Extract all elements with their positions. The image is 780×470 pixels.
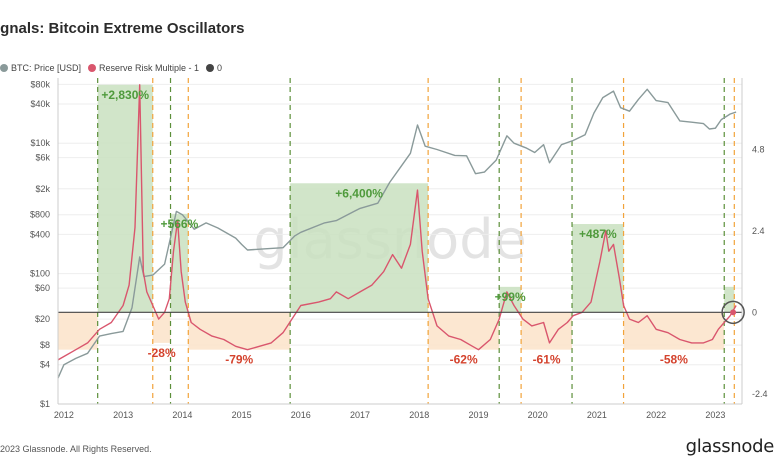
x-tick-2: 2014: [172, 410, 192, 420]
region-label-7: -28%: [148, 346, 176, 360]
region-label-8: -79%: [225, 353, 253, 367]
shaded-region-7: [152, 312, 171, 343]
y-right-tick-1: 2.4: [752, 226, 765, 236]
legend-item-zero[interactable]: 0: [206, 63, 222, 73]
x-tick-1: 2013: [113, 410, 133, 420]
current-marker-dot: [730, 309, 737, 316]
y-left-tick-4: $2k: [35, 184, 50, 194]
x-tick-4: 2016: [291, 410, 311, 420]
region-label-9: -62%: [450, 353, 478, 367]
shaded-region-11: [623, 312, 725, 350]
x-tick-8: 2020: [528, 410, 548, 420]
x-tick-0: 2012: [54, 410, 74, 420]
region-label-11: -58%: [660, 353, 688, 367]
shaded-region-9: [428, 312, 500, 350]
series-line-0: [57, 88, 737, 379]
region-label-1: +566%: [161, 217, 199, 231]
oscillator-chart: glassnode$80k$40k$10k$6k$2k$800$400$100$…: [30, 78, 768, 420]
y-left-tick-6: $400: [30, 229, 50, 239]
y-left-tick-0: $80k: [30, 79, 50, 89]
y-left-tick-10: $8: [40, 340, 50, 350]
y-left-tick-12: $1: [40, 399, 50, 409]
x-tick-3: 2015: [232, 410, 252, 420]
x-tick-5: 2017: [350, 410, 370, 420]
legend-swatch-price: [0, 64, 8, 72]
region-label-2: +6,400%: [335, 186, 383, 200]
y-left-tick-5: $800: [30, 210, 50, 220]
y-left-tick-9: $20: [35, 314, 50, 324]
region-label-10: -61%: [533, 353, 561, 367]
series-line-1: [57, 84, 737, 361]
x-tick-7: 2019: [468, 410, 488, 420]
legend-label-reserve-risk: Reserve Risk Multiple - 1: [99, 63, 200, 73]
legend-label-zero: 0: [217, 63, 223, 73]
legend-swatch-zero: [206, 64, 215, 72]
region-label-4: +487%: [579, 227, 617, 241]
y-right-tick-3: -2.4: [752, 389, 768, 399]
legend-swatch-reserve-risk: [88, 64, 97, 72]
region-label-3: +99%: [495, 290, 526, 304]
copyright-footer: 2023 Glassnode. All Rights Reserved.: [0, 444, 152, 454]
y-left-tick-1: $40k: [30, 99, 50, 109]
shaded-region-8: [188, 312, 291, 350]
y-left-tick-7: $100: [30, 269, 50, 279]
y-right-tick-2: 0: [752, 307, 757, 317]
current-marker-ring: [721, 300, 745, 325]
x-tick-10: 2022: [646, 410, 666, 420]
y-left-tick-11: $4: [40, 360, 50, 370]
x-tick-11: 2023: [705, 410, 725, 420]
legend-item-price[interactable]: BTC: Price [USD]: [0, 63, 81, 73]
x-tick-6: 2018: [409, 410, 429, 420]
chart-title: ignals: Bitcoin Extreme Oscillators: [0, 20, 245, 37]
y-left-tick-8: $60: [35, 283, 50, 293]
x-tick-9: 2021: [587, 410, 607, 420]
shaded-region-6: [58, 312, 98, 350]
y-left-tick-3: $6k: [35, 153, 50, 163]
chart-legend: BTC: Price [USD] Reserve Risk Multiple -…: [0, 63, 222, 73]
shaded-region-2: [290, 183, 429, 313]
y-right-tick-0: 4.8: [752, 144, 765, 154]
shaded-region-5: [724, 286, 735, 313]
glassnode-logo: glassnode: [685, 436, 775, 457]
legend-item-reserve-risk[interactable]: Reserve Risk Multiple - 1: [88, 63, 199, 73]
y-left-tick-2: $10k: [30, 138, 50, 148]
region-label-0: +2,830%: [101, 88, 149, 102]
legend-label-price: BTC: Price [USD]: [11, 63, 82, 73]
